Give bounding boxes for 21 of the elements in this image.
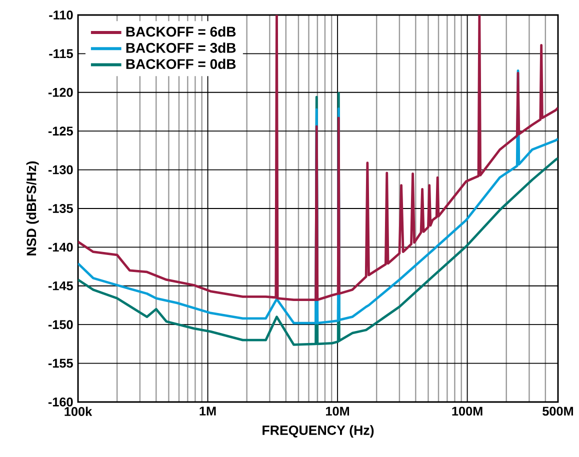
y-tick-label: -120 [48,88,73,97]
y-tick-label: -150 [48,320,73,330]
x-axis-title: FREQUENCY (Hz) [262,425,374,438]
x-tick-label: 1M [200,406,216,416]
y-tick-label: -155 [48,358,73,368]
y-axis-title: NSD (dBFS/Hz) [26,161,39,256]
x-tick-label: 100M [452,406,482,416]
y-tick-label: -115 [49,49,73,58]
y-tick-label: -140 [48,242,73,252]
y-tick-label: -125 [48,126,73,136]
x-tick-label: 10M [326,406,350,416]
x-tick-label: 100k [64,406,92,416]
legend-label: BACKOFF = 3dB [126,42,236,53]
legend-label: BACKOFF = 6dB [126,26,236,37]
x-tick-label: 500M [542,406,573,416]
legend-label: BACKOFF = 0dB [126,58,236,69]
y-tick-label: -130 [48,165,73,174]
y-tick-label: -135 [48,204,73,213]
y-tick-label: -145 [48,281,73,290]
y-tick-label: -160 [48,398,73,406]
y-tick-label: -110 [49,10,73,20]
